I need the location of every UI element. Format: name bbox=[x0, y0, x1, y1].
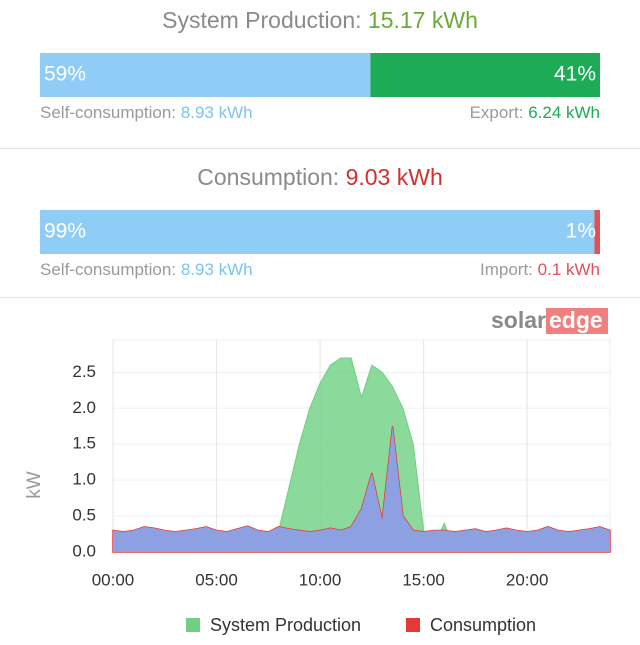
detail-right: Export: 6.24 kWh bbox=[470, 103, 600, 122]
y-tick-label: 2.5 bbox=[72, 362, 96, 381]
logo: solar edge bbox=[491, 307, 608, 334]
share-label: 99% bbox=[44, 220, 86, 243]
detail-value: 8.93 kWh bbox=[181, 103, 253, 122]
section-title: System Production: 15.17 kWh bbox=[162, 7, 478, 33]
detail-left: Self-consumption: 8.93 kWh bbox=[40, 103, 253, 122]
x-tick-label: 10:00 bbox=[299, 570, 342, 589]
y-tick-label: 2.0 bbox=[72, 398, 96, 417]
area-overlap bbox=[113, 426, 610, 552]
logo-text: edge bbox=[549, 307, 603, 333]
share-bar bbox=[40, 210, 595, 254]
y-tick-label: 0.0 bbox=[72, 541, 96, 560]
title-label: Consumption: bbox=[197, 164, 339, 190]
detail-label: Self-consumption: bbox=[40, 260, 176, 279]
detail-value: 8.93 kWh bbox=[181, 260, 253, 279]
legend-label: Consumption bbox=[430, 615, 536, 635]
share-label: 59% bbox=[44, 63, 86, 86]
share-bar bbox=[594, 210, 600, 254]
legend-swatch bbox=[186, 618, 200, 632]
y-axis-label: kW bbox=[24, 471, 45, 499]
section-title: Consumption: 9.03 kWh bbox=[197, 164, 442, 190]
y-tick-label: 1.5 bbox=[72, 434, 96, 453]
x-tick-label: 00:00 bbox=[92, 570, 135, 589]
y-tick-label: 0.5 bbox=[72, 506, 96, 525]
detail-label: Export: bbox=[470, 103, 524, 122]
share-label: 1% bbox=[566, 220, 596, 243]
legend-label: System Production bbox=[210, 615, 361, 635]
logo-box bbox=[546, 308, 608, 334]
logo-text: solar bbox=[491, 307, 546, 333]
x-tick-label: 05:00 bbox=[195, 570, 238, 589]
detail-value: 0.1 kWh bbox=[538, 260, 600, 279]
detail-label: Self-consumption: bbox=[40, 103, 176, 122]
x-tick-label: 15:00 bbox=[402, 570, 445, 589]
detail-value: 6.24 kWh bbox=[528, 103, 600, 122]
y-tick-label: 1.0 bbox=[72, 470, 96, 489]
legend-item[interactable]: Consumption bbox=[406, 615, 536, 635]
detail-label: Import: bbox=[480, 260, 533, 279]
detail-right: Import: 0.1 kWh bbox=[480, 260, 600, 279]
title-value: 15.17 kWh bbox=[368, 7, 478, 33]
x-tick-label: 20:00 bbox=[506, 570, 549, 589]
share-bar bbox=[40, 53, 371, 97]
detail-left: Self-consumption: 8.93 kWh bbox=[40, 260, 253, 279]
title-value: 9.03 kWh bbox=[346, 164, 443, 190]
share-bar bbox=[370, 53, 600, 97]
legend-item[interactable]: System Production bbox=[186, 615, 361, 635]
legend-swatch bbox=[406, 618, 420, 632]
title-label: System Production: bbox=[162, 7, 361, 33]
share-label: 41% bbox=[554, 63, 596, 86]
